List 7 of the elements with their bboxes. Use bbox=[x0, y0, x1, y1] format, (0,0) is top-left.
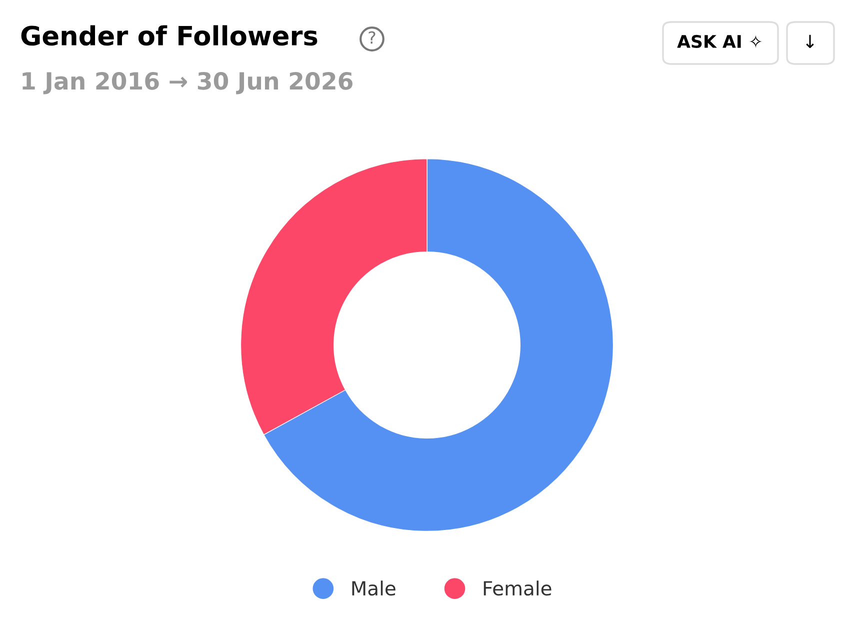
text: ↓ bbox=[806, 34, 814, 48]
legend-label: Female bbox=[484, 580, 552, 596]
text: ? bbox=[368, 31, 376, 44]
text: ASK AI ✧ bbox=[677, 34, 762, 48]
legend-label: Male bbox=[352, 580, 396, 596]
chart-title: Gender of Followers bbox=[21, 25, 318, 46]
chart-subtitle: 1 Jan 2016 → 30 Jun 2026 bbox=[22, 72, 352, 94]
